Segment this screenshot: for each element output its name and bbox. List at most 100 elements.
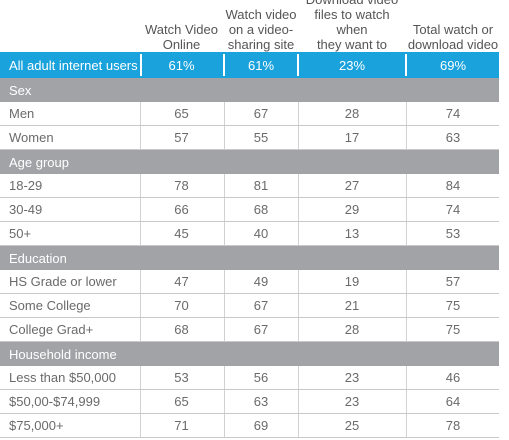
column-header-line: download video [407,37,499,52]
column-header-line: they want to [316,37,388,52]
column-header-line: sharing site [227,37,295,52]
row-label: College Grad+ [9,322,94,337]
row-value: 64 [445,394,461,409]
column-divider [298,414,299,437]
row-label: Less than $50,000 [9,370,116,385]
row-label: $75,000+ [9,418,64,433]
column-divider [406,270,407,293]
row-value: 65 [174,394,189,409]
row-value: 57 [174,130,189,145]
row-value: 23 [344,394,360,409]
row-value: 27 [344,178,360,193]
row-value: 46 [445,370,461,385]
column-header: Watch video on a video-sharing site [225,0,297,52]
column-divider [140,270,141,293]
row-value: 67 [253,298,269,313]
column-divider [406,294,407,317]
total-row-value: 69% [439,57,467,73]
row-label: 18-29 [9,178,43,193]
row-label: Some College [9,298,91,313]
row-value: 47 [174,274,189,289]
column-divider [140,126,141,149]
row-value: 70 [174,298,189,313]
column-divider [140,366,141,389]
row-value: 40 [253,226,269,241]
column-divider [406,174,407,197]
total-row: All adult internet users 61% 61% 23% 69% [0,52,499,78]
row-value: 84 [445,178,461,193]
section-title: Education [9,250,67,266]
row-value: 67 [253,106,269,121]
column-divider [298,270,299,293]
row-value: 66 [174,202,189,217]
row-value: 17 [344,130,360,145]
row-label: $50,00-$74,999 [9,394,101,409]
column-divider [140,318,141,341]
row-value: 74 [445,106,461,121]
table-row: HS Grade or lower 47 49 19 57 [0,270,499,294]
column-header-line: on a video- [228,22,294,37]
total-row-value: 23% [338,57,366,73]
row-value: 69 [253,418,269,433]
column-divider [140,198,141,221]
row-value: 28 [344,322,360,337]
column-divider [406,366,407,389]
row-value: 53 [174,370,189,385]
section-title: Sex [9,82,32,98]
column-divider [140,294,141,317]
row-value: 23 [344,370,360,385]
column-divider [406,102,407,125]
column-divider [224,366,225,389]
column-divider [298,102,299,125]
section-header: Age group [0,150,499,174]
total-row-value: 61% [168,57,195,73]
row-value: 78 [445,418,461,433]
row-label: 50+ [9,226,32,241]
column-separator [297,54,299,76]
row-value: 81 [253,178,269,193]
table-row: $75,000+ 71 69 25 78 [0,414,499,438]
row-value: 49 [253,274,269,289]
row-value: 63 [253,394,269,409]
column-divider [298,294,299,317]
column-divider [224,390,225,413]
table-row: 30-49 66 68 29 74 [0,198,499,222]
row-value: 53 [445,226,461,241]
column-divider [224,414,225,437]
table-row: Some College 70 67 21 75 [0,294,499,318]
column-header: Total watch or download video [407,0,499,52]
column-divider [224,318,225,341]
column-divider [224,126,225,149]
row-label: Men [9,106,35,121]
column-header-line: Total watch or [412,22,494,37]
table-row: 50+ 45 40 13 53 [0,222,499,246]
row-value: 55 [253,130,269,145]
row-value: 75 [445,322,461,337]
table-row: $50,00-$74,999 65 63 23 64 [0,390,499,414]
row-value: 29 [344,202,360,217]
section-title: Household income [9,346,117,362]
column-divider [406,318,407,341]
column-divider [298,174,299,197]
column-divider [224,294,225,317]
column-header-text: Watch Video Online [145,22,218,52]
row-label: HS Grade or lower [9,274,117,289]
row-value: 45 [174,226,189,241]
row-value: 78 [174,178,189,193]
column-divider [140,222,141,245]
row-value: 13 [344,226,360,241]
column-divider [298,198,299,221]
row-value: 57 [445,274,461,289]
column-divider [406,198,407,221]
column-header-line: Download video [299,0,405,7]
column-divider [298,366,299,389]
column-divider [298,390,299,413]
row-value: 65 [174,106,189,121]
column-header-text: Watch video on a video-sharing site [225,7,296,52]
column-divider [140,102,141,125]
column-divider [140,390,141,413]
column-separator [405,54,407,76]
